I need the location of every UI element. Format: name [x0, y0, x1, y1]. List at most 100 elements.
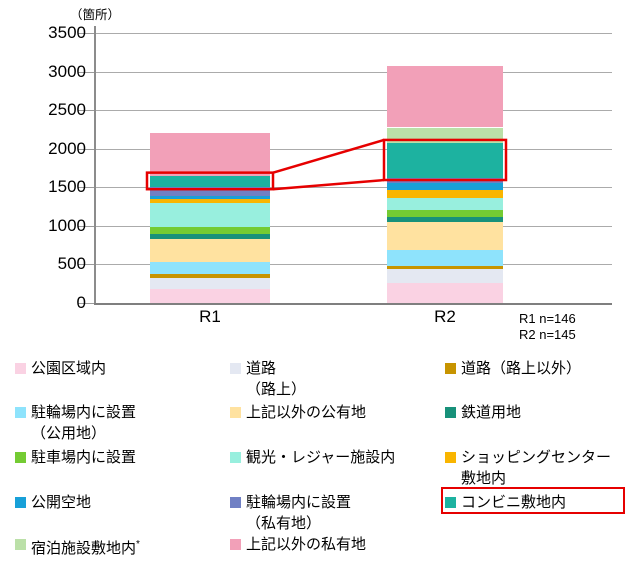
bar-segment-R1-5	[150, 233, 270, 240]
legend-label: 観光・レジャー施設内	[246, 449, 396, 466]
y-axis-line	[94, 26, 96, 303]
legend-swatch	[230, 497, 241, 508]
y-tickmark-500	[78, 264, 94, 266]
legend-item-1: 道路 （路上）	[230, 358, 306, 400]
legend-item-3: 駐輪場内に設置 （公用地）	[15, 402, 136, 444]
sample-size-r2: R2 n=145	[519, 326, 576, 342]
bar-segment-R1-7	[150, 203, 270, 227]
bar-segment-R2-12	[387, 127, 503, 143]
legend-item-10: 駐輪場内に設置 （私有地）	[230, 492, 351, 534]
bar-segment-R1-6	[150, 226, 270, 234]
bar-segment-R2-6	[387, 209, 503, 217]
legend-label: 宿泊施設敷地内*	[31, 539, 140, 557]
legend-label: 駐車場内に設置	[31, 449, 137, 466]
legend-swatch	[15, 452, 26, 463]
bar-segment-R1-8	[150, 199, 270, 204]
legend-item-8: ショッピングセンター 敷地内	[445, 447, 611, 489]
bar-segment-R2-4	[387, 221, 503, 250]
bar-segment-R2-8	[387, 190, 503, 199]
gridline-3500	[94, 33, 612, 34]
gridline-2500	[94, 110, 612, 112]
y-tick-label-1500: 1500	[48, 177, 86, 197]
legend-item-9: 公開空地	[15, 492, 91, 513]
y-tick-label-0: 0	[76, 293, 86, 312]
gridline-1000	[94, 225, 612, 227]
legend-swatch	[230, 539, 241, 550]
bar-segment-R2-3	[387, 249, 503, 266]
legend-label: 公園区域内	[31, 360, 107, 377]
bar-segment-R2-9	[387, 183, 503, 191]
legend-item-11: コンビニ敷地内	[445, 492, 566, 513]
legend-label: 道路 （路上）	[246, 360, 307, 398]
bar-segment-R1-10	[150, 187, 270, 196]
legend-swatch	[445, 497, 456, 508]
legend-label: 駐輪場内に設置 （私有地）	[246, 494, 352, 532]
y-tick-label-2000: 2000	[48, 138, 86, 158]
legend-swatch	[15, 407, 26, 418]
x-axis-line	[94, 303, 612, 305]
legend-swatch	[230, 452, 241, 463]
y-tick-label-500: 500	[57, 254, 86, 274]
legend-swatch	[230, 407, 241, 418]
bar-segment-R2-5	[387, 216, 503, 222]
zoom-connector-top	[272, 138, 385, 174]
bar-segment-R1-1	[150, 277, 270, 290]
legend-item-6: 駐車場内に設置	[15, 447, 136, 468]
legend-label: ショッピングセンター 敷地内	[461, 449, 612, 487]
y-tick-label-1000: 1000	[48, 215, 86, 235]
x-axis-label-R2: R2	[434, 307, 456, 326]
legend-item-5: 鉄道用地	[445, 402, 521, 423]
legend-label: 鉄道用地	[461, 404, 522, 421]
bar-segment-R1-3	[150, 261, 270, 275]
y-tick-label-3000: 3000	[48, 61, 86, 81]
bar-segment-R1-13	[150, 133, 270, 176]
legend-highlight-box	[441, 487, 625, 514]
legend-swatch	[445, 363, 456, 374]
y-tickmark-3500	[78, 33, 94, 34]
y-tickmark-3000	[78, 71, 94, 73]
y-tickmark-2500	[78, 110, 94, 112]
bar-segment-R2-7	[387, 198, 503, 210]
legend-swatch	[445, 452, 456, 463]
legend-label: 道路（路上以外）	[461, 360, 582, 377]
bar-segment-R2-10	[387, 178, 503, 184]
bar-segment-R2-2	[387, 265, 503, 270]
legend-item-7: 観光・レジャー施設内	[230, 447, 395, 468]
sample-size-r1: R1 n=146	[519, 311, 576, 326]
y-tickmark-2000	[78, 148, 94, 150]
bar-segment-R2-11	[387, 142, 503, 179]
y-tick-label-2500: 2500	[48, 100, 86, 120]
legend-label: 駐輪場内に設置 （公用地）	[31, 404, 137, 442]
y-tickmark-1500	[78, 187, 94, 189]
gridline-500	[94, 264, 612, 266]
bar-segment-R1-4	[150, 239, 270, 262]
x-axis-label-R1: R1	[199, 307, 221, 326]
bar-segment-R2-0	[387, 283, 503, 303]
legend-label: 公開空地	[31, 494, 92, 511]
y-tickmark-1000	[78, 225, 94, 227]
sample-size-notes: R1 n=146 R2 n=145	[519, 311, 576, 342]
bar-segment-R2-1	[387, 269, 503, 284]
legend-label: 上記以外の私有地	[246, 536, 367, 553]
bar-segment-R1-2	[150, 274, 270, 278]
legend-swatch	[15, 363, 26, 374]
bar-segment-R1-0	[150, 289, 270, 303]
legend-swatch	[15, 539, 26, 550]
legend-item-12: 宿泊施設敷地内*	[15, 534, 140, 559]
y-tick-label-3500: 3500	[48, 23, 86, 42]
legend-item-2: 道路（路上以外）	[445, 358, 581, 379]
bar-segment-R1-9	[150, 195, 270, 200]
legend-label-asterisk: *	[136, 539, 140, 550]
y-axis-unit-label: （箇所）	[70, 8, 121, 22]
legend-item-13: 上記以外の私有地	[230, 534, 366, 555]
legend-label: コンビニ敷地内	[461, 494, 567, 511]
legend-item-4: 上記以外の公有地	[230, 402, 366, 423]
gridline-3000	[94, 71, 612, 73]
legend-item-0: 公園区域内	[15, 358, 106, 379]
legend-swatch	[230, 363, 241, 374]
y-tickmark-0	[78, 303, 94, 304]
legend-swatch	[445, 407, 456, 418]
bar-segment-R2-13	[387, 65, 503, 128]
legend-label: 上記以外の公有地	[246, 404, 367, 421]
